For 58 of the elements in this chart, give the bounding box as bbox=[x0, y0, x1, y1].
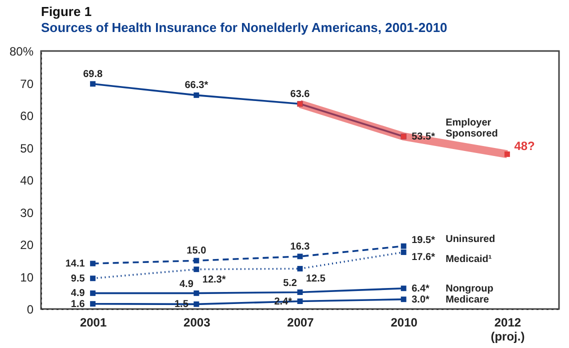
point bbox=[90, 276, 96, 282]
x-tick-label: 2012 (proj.) bbox=[490, 316, 525, 344]
data-label: 12.3* bbox=[202, 274, 226, 286]
point bbox=[90, 290, 96, 296]
data-label: 3.0* bbox=[412, 294, 430, 306]
chart-title: Figure 1 bbox=[41, 4, 92, 19]
data-label: 12.5 bbox=[306, 274, 326, 285]
point bbox=[90, 260, 96, 266]
data-label: 15.0 bbox=[186, 246, 207, 257]
data-label: 19.5* bbox=[412, 235, 436, 246]
data-label: 1.6 bbox=[70, 298, 86, 310]
data-label: 16.3 bbox=[290, 241, 310, 252]
y-tick-label: 30 bbox=[20, 206, 34, 220]
data-label: 17.6* bbox=[412, 252, 436, 264]
x-tick-label: 2010 bbox=[390, 316, 418, 330]
y-tick-label: 60 bbox=[20, 109, 34, 123]
point bbox=[297, 254, 303, 260]
point bbox=[504, 151, 510, 157]
y-tick-label: 10 bbox=[20, 270, 34, 284]
y-tick-label: 0 bbox=[26, 302, 34, 316]
x-tick-label: 2001 bbox=[80, 316, 107, 330]
point bbox=[400, 243, 406, 249]
point bbox=[90, 301, 96, 307]
y-tick-label: 70 bbox=[20, 76, 34, 91]
point bbox=[90, 81, 96, 87]
point bbox=[194, 266, 200, 272]
point bbox=[400, 296, 406, 302]
y-tick-label: 40 bbox=[20, 174, 34, 188]
chart-subtitle: Sources of Health Insurance for Nonelderly Americans, 2001-2010 bbox=[41, 20, 448, 35]
text: Employer Sponsored bbox=[446, 117, 498, 140]
data-label: 48? bbox=[514, 139, 535, 154]
data-label: 9.5 bbox=[70, 273, 86, 284]
text: Medicaid¹ bbox=[446, 254, 492, 266]
point bbox=[297, 298, 303, 304]
point bbox=[297, 289, 303, 295]
data-label: 63.6 bbox=[290, 88, 310, 100]
data-label: 5.2 bbox=[283, 278, 298, 290]
data-label: 69.8 bbox=[83, 68, 103, 80]
text: Medicare bbox=[446, 294, 490, 306]
point bbox=[194, 301, 200, 307]
point bbox=[400, 250, 406, 255]
y-tick-label: 80% bbox=[9, 44, 34, 58]
y-tick-label: 50 bbox=[20, 141, 34, 156]
data-label: 66.3* bbox=[184, 80, 208, 92]
y-tick-label: 20 bbox=[20, 238, 34, 252]
point bbox=[297, 266, 303, 272]
data-label: 6.4* bbox=[412, 283, 430, 294]
point bbox=[194, 290, 200, 296]
x-tick-label: 2003 bbox=[184, 316, 211, 330]
point bbox=[400, 286, 406, 292]
data-label: 4.9 bbox=[70, 288, 86, 300]
data-label: 14.1 bbox=[65, 258, 86, 270]
data-label: 4.9 bbox=[179, 279, 194, 290]
x-tick-label: 2007 bbox=[287, 316, 314, 330]
text: Nongroup bbox=[446, 283, 494, 294]
point bbox=[194, 258, 200, 264]
text: Uninsured bbox=[446, 234, 496, 246]
point bbox=[194, 92, 200, 98]
